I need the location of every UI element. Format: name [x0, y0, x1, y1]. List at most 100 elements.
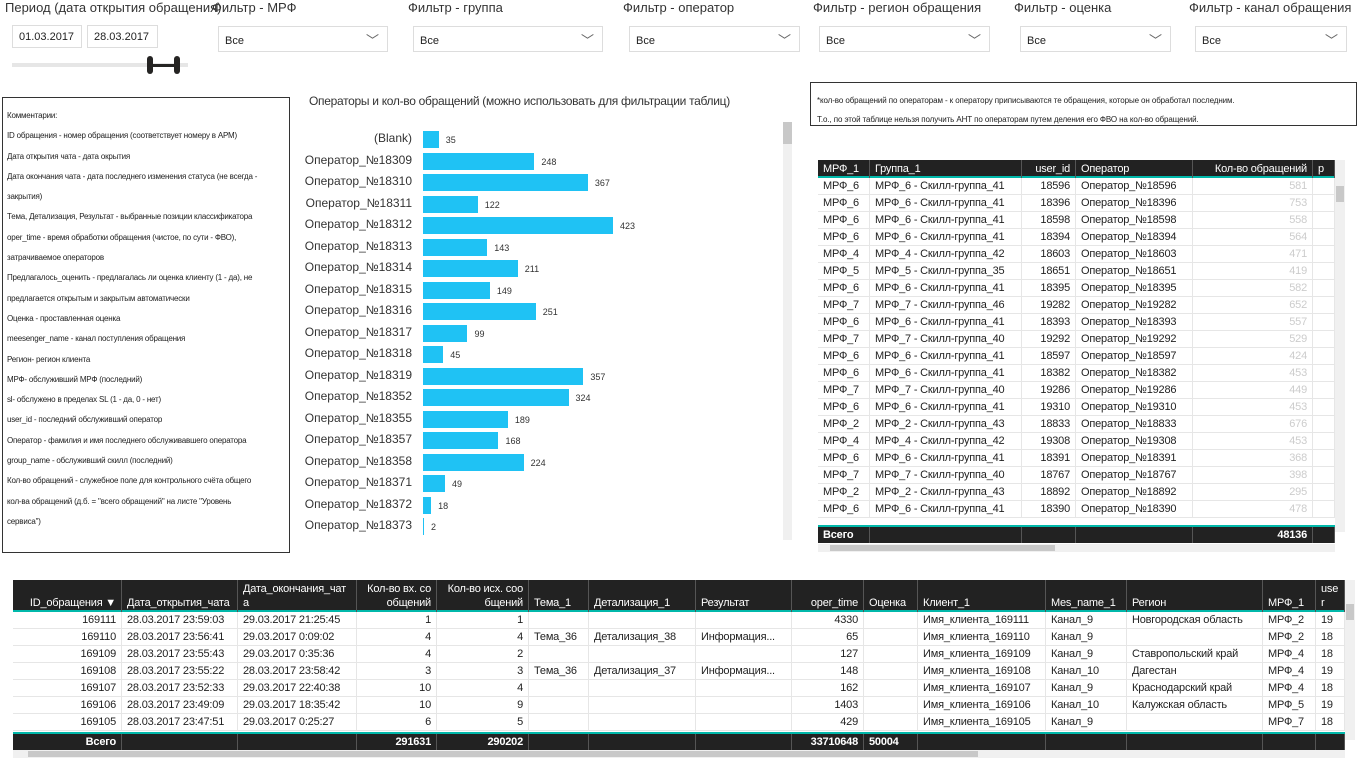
bar-label[interactable]: Оператор_№18371 [304, 475, 412, 489]
table-row[interactable]: МРФ_4 МРФ_4 - Скилл-группа_42 19308 Операто… [818, 433, 1335, 450]
operator-table-hscroll[interactable] [818, 544, 1335, 552]
table-row[interactable]: МРФ_7 МРФ_7 - Скилл-группа_40 19286 Операто… [818, 382, 1335, 399]
column-header[interactable]: Клиент_1 [918, 580, 1046, 612]
bar[interactable] [423, 324, 468, 342]
bar-label[interactable]: Оператор_№18312 [304, 217, 412, 231]
column-header[interactable]: Кол-во вх. сообщений [357, 580, 437, 612]
date-to-input[interactable]: 28.03.2017 [87, 25, 158, 48]
bar[interactable] [423, 410, 508, 428]
bar-label[interactable]: Оператор_№18311 [305, 195, 412, 210]
bar[interactable] [423, 174, 588, 191]
bar[interactable] [423, 432, 499, 449]
bar-label[interactable]: (Blank) [373, 131, 412, 145]
bar-label[interactable]: Оператор_№18352 [304, 389, 412, 403]
filter-channel-dropdown[interactable]: Все ﹀ [1195, 26, 1347, 52]
bar[interactable] [423, 131, 439, 148]
bar[interactable] [423, 496, 432, 514]
chart-scrollbar-thumb[interactable] [783, 122, 792, 144]
column-header[interactable]: Кол-во обращений [1193, 160, 1313, 178]
table-row[interactable]: МРФ_6 МРФ_6 - Скилл-группа_41 18597 Операто… [818, 348, 1335, 365]
bar-label[interactable]: Оператор_№18373 [304, 518, 412, 532]
table-row[interactable]: МРФ_2 МРФ_2 - Скилл-группа_43 18833 Операто… [818, 416, 1335, 433]
table-row[interactable]: МРФ_6 МРФ_6 - Скилл-группа_41 18390 Операто… [818, 501, 1335, 518]
column-header[interactable]: Группа_1 [870, 160, 1022, 178]
slider-handle-end[interactable] [174, 56, 180, 74]
column-header[interactable]: Результат [696, 580, 792, 612]
table-row[interactable]: 169111 28.03.2017 23:59:03 29.03.2017 21:2… [13, 612, 1345, 629]
table-row[interactable]: МРФ_7 МРФ_7 - Скилл-группа_40 19292 Операто… [818, 331, 1335, 348]
table-row[interactable]: 169109 28.03.2017 23:55:43 29.03.2017 0:35… [13, 646, 1345, 663]
scroll-thumb[interactable] [1346, 604, 1354, 620]
table-row[interactable]: МРФ_6 МРФ_6 - Скилл-группа_41 18598 Операто… [818, 212, 1335, 229]
table-row[interactable]: МРФ_6 МРФ_6 - Скилл-группа_41 18382 Операто… [818, 365, 1335, 382]
table-row[interactable]: 169105 28.03.2017 23:47:51 29.03.2017 0:25… [13, 714, 1345, 731]
bar[interactable] [423, 195, 478, 213]
date-from-input[interactable]: 01.03.2017 [12, 25, 82, 48]
filter-group-dropdown[interactable]: Все ﹀ [413, 26, 603, 52]
column-header[interactable]: Оценка [864, 580, 918, 612]
bar[interactable] [423, 453, 524, 471]
column-header[interactable]: Дата_окончания_чата [238, 580, 357, 612]
table-row[interactable]: 169107 28.03.2017 23:52:33 29.03.2017 22:4… [13, 680, 1345, 697]
column-header[interactable]: Тема_1 [529, 580, 589, 612]
column-header[interactable]: Пр [1313, 160, 1335, 178]
filter-rating-dropdown[interactable]: Все ﹀ [1020, 26, 1171, 52]
slider-handle-start[interactable] [147, 56, 153, 74]
bar-label[interactable]: Оператор_№18318 [304, 346, 412, 360]
period-slider-track[interactable] [12, 63, 188, 67]
column-header[interactable]: user_id [1022, 160, 1076, 178]
bar[interactable] [423, 367, 584, 385]
column-header[interactable]: Оператор [1076, 160, 1193, 178]
filter-mrf-dropdown[interactable]: Все ﹀ [218, 26, 388, 52]
table-row[interactable]: 169110 28.03.2017 23:56:41 29.03.2017 0:09… [13, 629, 1345, 646]
bar[interactable] [423, 152, 535, 170]
bar[interactable] [423, 346, 444, 363]
bar[interactable] [423, 389, 569, 406]
table-row[interactable]: МРФ_6 МРФ_6 - Скилл-группа_41 18596 Операто… [818, 178, 1335, 195]
table-row[interactable]: МРФ_6 МРФ_6 - Скилл-группа_41 18394 Операто… [818, 229, 1335, 246]
table-row[interactable]: 169106 28.03.2017 23:49:09 29.03.2017 18:3… [13, 697, 1345, 714]
column-header[interactable]: Регион [1127, 580, 1263, 612]
bar[interactable] [423, 260, 518, 277]
bar[interactable] [423, 518, 424, 535]
table-row[interactable]: МРФ_7 МРФ_7 - Скилл-группа_46 19282 Операто… [818, 297, 1335, 314]
column-header[interactable]: user [1316, 580, 1345, 612]
table-row[interactable]: МРФ_5 МРФ_5 - Скилл-группа_35 18651 Операто… [818, 263, 1335, 280]
column-header[interactable]: МРФ_1 [1263, 580, 1316, 612]
bar-label[interactable]: Оператор_№18313 [304, 238, 412, 253]
bar[interactable] [423, 217, 613, 234]
calls-table-vscroll[interactable] [1345, 580, 1355, 740]
scroll-thumb[interactable] [1336, 186, 1344, 202]
bar[interactable] [423, 281, 490, 299]
table-row[interactable]: МРФ_2 МРФ_2 - Скилл-группа_43 18892 Операто… [818, 484, 1335, 501]
chart-scrollbar[interactable] [783, 122, 792, 540]
filter-region-dropdown[interactable]: Все ﹀ [819, 26, 990, 52]
column-header[interactable]: Кол-во исх. сообщений [437, 580, 529, 612]
calls-table[interactable]: ID_обращения ▼ Дата_открытия_чата Дата_око… [13, 580, 1345, 750]
bar-label[interactable]: Оператор_№18314 [304, 260, 412, 274]
bar-label[interactable]: Оператор_№18372 [304, 496, 412, 511]
column-header[interactable]: Mes_name_1 [1046, 580, 1127, 612]
table-row[interactable]: МРФ_6 МРФ_6 - Скилл-группа_41 19310 Операто… [818, 399, 1335, 416]
table-row[interactable]: МРФ_6 МРФ_6 - Скилл-группа_41 18393 Операто… [818, 314, 1335, 331]
scroll-thumb[interactable] [28, 751, 978, 757]
bar[interactable] [423, 475, 445, 492]
bar-label[interactable]: Оператор_№18317 [304, 324, 412, 339]
scroll-thumb[interactable] [830, 545, 1055, 551]
table-row[interactable]: 169108 28.03.2017 23:55:22 28.03.2017 23:5… [13, 663, 1345, 680]
table-row[interactable]: МРФ_6 МРФ_6 - Скилл-группа_41 18395 Операто… [818, 280, 1335, 297]
operator-table[interactable]: МРФ_1 Группа_1 user_id Оператор Кол-во обращ… [818, 160, 1335, 544]
column-header[interactable]: Дата_открытия_чата [122, 580, 238, 612]
table-row[interactable]: МРФ_6 МРФ_6 - Скилл-группа_41 18396 Операто… [818, 195, 1335, 212]
table-row[interactable]: МРФ_4 МРФ_4 - Скилл-группа_42 18603 Операто… [818, 246, 1335, 263]
bar-label[interactable]: Оператор_№18309 [304, 152, 412, 167]
operator-table-vscroll[interactable] [1335, 160, 1345, 532]
bar-label[interactable]: Оператор_№18355 [304, 410, 412, 425]
bar-label[interactable]: Оператор_№18358 [304, 453, 412, 468]
bar-label[interactable]: Оператор_№18310 [304, 174, 412, 188]
bar-label[interactable]: Оператор_№18319 [304, 367, 412, 382]
bar-label[interactable]: Оператор_№18316 [304, 303, 412, 317]
column-header[interactable]: ID_обращения ▼ [13, 580, 122, 612]
column-header[interactable]: oper_time [792, 580, 864, 612]
bar-label[interactable]: Оператор_№18315 [304, 281, 412, 296]
